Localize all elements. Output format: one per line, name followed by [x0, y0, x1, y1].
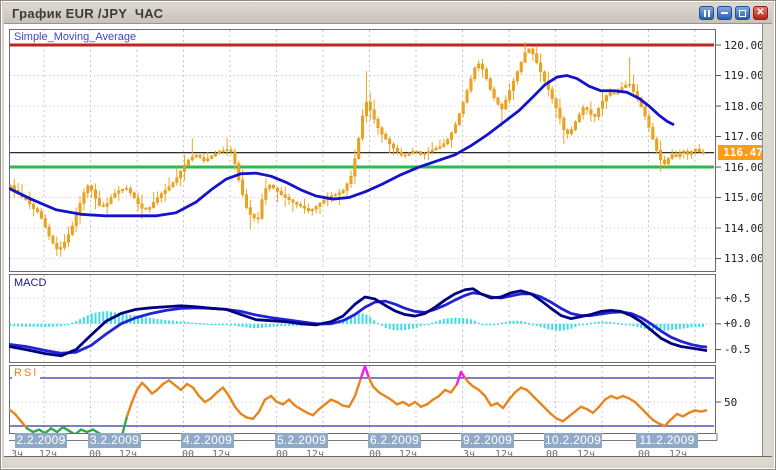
sma-indicator-label: Simple_Moving_Average [12, 31, 139, 43]
time-label: 12ч [306, 449, 325, 460]
price-axis-label: 119.00 [724, 69, 764, 83]
rsi-axis-label: 50 [724, 395, 738, 409]
macd-panel-label: MACD [12, 277, 49, 289]
close-button[interactable]: ✕ [753, 6, 768, 20]
maximize-button[interactable] [735, 6, 750, 20]
bottom-window-strip [4, 456, 772, 466]
macd-axis-label: -0.5 [724, 343, 751, 357]
time-label: 3ч [11, 449, 24, 460]
time-label: 12ч [212, 449, 231, 460]
rsi-panel-label: RSI [12, 367, 41, 379]
time-label: 12ч [39, 449, 58, 460]
date-badge: 11.2.2009 [636, 433, 698, 448]
time-label: 00 [89, 449, 102, 460]
price-axis-label: 120.00 [724, 38, 764, 52]
time-label: 00 [546, 449, 559, 460]
time-label: 00 [369, 449, 382, 460]
title-bar[interactable]: График EUR /JPY ЧАС ✕ [4, 4, 772, 24]
close-icon: ✕ [756, 7, 765, 18]
price-axis-label: 118.00 [724, 99, 764, 113]
minimize-button[interactable] [717, 6, 732, 20]
price-axis-label: 114.00 [724, 221, 764, 235]
window-title: График EUR /JPY ЧАС [12, 6, 164, 21]
time-label: 12ч [577, 449, 596, 460]
time-label: 12ч [119, 449, 138, 460]
macd-axis-label: +0.0 [724, 317, 751, 331]
time-label: 00 [276, 449, 289, 460]
price-axis-label: 115.00 [724, 191, 764, 205]
time-label: 12ч [669, 449, 688, 460]
time-label: 12ч [495, 449, 514, 460]
hold-button[interactable] [699, 6, 714, 20]
price-axis-label: 117.00 [724, 130, 764, 144]
time-label: 3ч [463, 449, 476, 460]
maximize-icon [739, 9, 746, 17]
date-badge: 9.2.2009 [461, 433, 514, 448]
minimize-icon [721, 12, 728, 14]
price-axis-label: 116.00 [724, 160, 764, 174]
date-badge: 5.2.2009 [275, 433, 328, 448]
window-buttons: ✕ [699, 6, 768, 20]
right-window-strip [762, 24, 772, 466]
current-price-badge: 116.47 [718, 145, 768, 160]
date-badge: 4.2.2009 [181, 433, 234, 448]
date-badge: 6.2.2009 [368, 433, 421, 448]
price-axis-label: 113.00 [724, 252, 764, 266]
pause-icon [703, 9, 710, 17]
time-label: 00 [638, 449, 651, 460]
time-label: 00 [182, 449, 195, 460]
date-badge: 2.2.2009 [15, 433, 67, 448]
macd-axis-label: +0.5 [724, 291, 751, 305]
date-badge: 10.2.2009 [544, 433, 602, 448]
time-label: 12ч [399, 449, 418, 460]
date-badge: 3.2.2009 [88, 433, 141, 448]
